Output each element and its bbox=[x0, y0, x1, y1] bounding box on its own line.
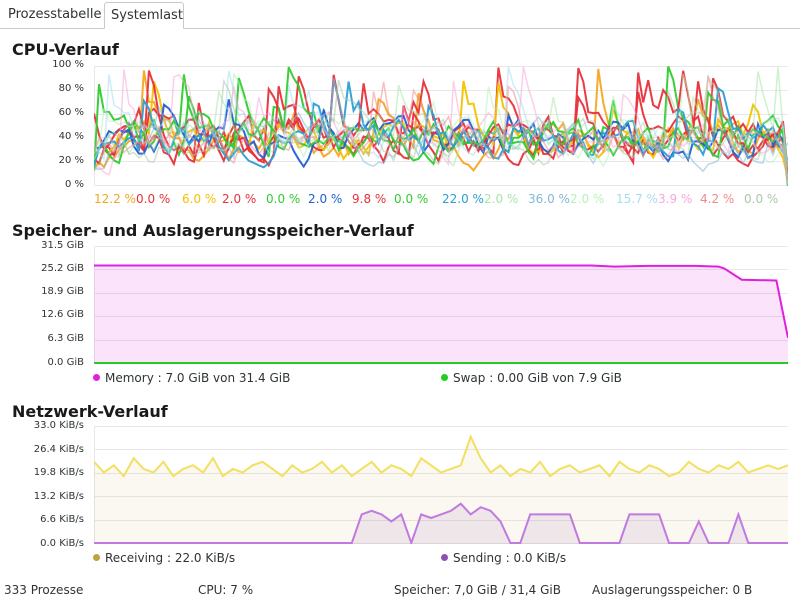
cpu-core-line-9 bbox=[94, 79, 788, 169]
memory-legend-dot bbox=[93, 374, 100, 381]
network-y-tick: 19.8 KiB/s bbox=[33, 467, 84, 478]
memory-history-chart bbox=[94, 246, 788, 364]
memory-y-tick: 12.6 GiB bbox=[41, 309, 84, 320]
receiving-legend-dot bbox=[93, 554, 100, 561]
memory-y-tick: 6.3 GiB bbox=[47, 333, 84, 344]
sending-area bbox=[94, 504, 788, 544]
cpu-core-value-14: 3.9 % bbox=[658, 192, 693, 206]
cpu-y-tick: 60 % bbox=[58, 107, 84, 118]
cpu-core-value-16: 0.0 % bbox=[744, 192, 779, 206]
receiving-area bbox=[94, 436, 788, 544]
cpu-core-value-9: 22.0 % bbox=[442, 192, 484, 206]
memory-area bbox=[94, 265, 788, 364]
tab-bar: Prozesstabelle Systemlast bbox=[0, 0, 800, 30]
cpu-y-tick: 20 % bbox=[58, 155, 84, 166]
cpu-core-line-10 bbox=[94, 66, 788, 184]
status-cpu: CPU: 7 % bbox=[198, 583, 254, 597]
memory-y-tick: 18.9 GiB bbox=[41, 286, 84, 297]
cpu-section-title: CPU-Verlauf bbox=[12, 40, 119, 59]
swap-legend: Swap : 0.00 GiB von 7.9 GiB bbox=[441, 371, 622, 385]
network-section-title: Netzwerk-Verlauf bbox=[12, 402, 168, 421]
cpu-core-value-3: 6.0 % bbox=[182, 192, 217, 206]
network-y-tick: 13.2 KiB/s bbox=[33, 491, 84, 502]
memory-line bbox=[94, 264, 788, 338]
cpu-y-tick: 0 % bbox=[64, 179, 84, 190]
status-memory: Speicher: 7,0 GiB / 31,4 GiB bbox=[394, 583, 561, 597]
sending-legend-label: Sending : 0.0 KiB/s bbox=[453, 551, 567, 565]
network-y-tick: 0.0 KiB/s bbox=[40, 538, 84, 549]
cpu-core-line-16 bbox=[94, 75, 788, 186]
cpu-core-line-6 bbox=[94, 99, 788, 184]
cpu-core-value-5: 0.0 % bbox=[266, 192, 301, 206]
receiving-legend: Receiving : 22.0 KiB/s bbox=[93, 551, 235, 565]
network-history-chart bbox=[94, 426, 788, 544]
cpu-core-value-8: 0.0 % bbox=[394, 192, 429, 206]
swap-legend-dot bbox=[441, 374, 448, 381]
memory-y-tick: 0.0 GiB bbox=[47, 357, 84, 368]
cpu-core-value-1: 12.2 % bbox=[94, 192, 136, 206]
swap-legend-label: Swap : 0.00 GiB von 7.9 GiB bbox=[453, 371, 622, 385]
tab-systemlast[interactable]: Systemlast bbox=[104, 2, 184, 29]
memory-legend: Memory : 7.0 GiB von 31.4 GiB bbox=[93, 371, 290, 385]
network-y-tick: 26.4 KiB/s bbox=[33, 444, 84, 455]
status-process-count: 333 Prozesse bbox=[4, 583, 84, 597]
memory-y-tick: 31.5 GiB bbox=[41, 240, 84, 251]
status-swap: Auslagerungsspeicher: 0 B bbox=[592, 583, 753, 597]
cpu-core-value-11: 36.0 % bbox=[528, 192, 570, 206]
cpu-core-value-2: 0.0 % bbox=[136, 192, 171, 206]
cpu-core-legend: 12.2 % 0.0 % 6.0 % 2.0 % 0.0 % 2.0 % 9.8 % 0.0 … bbox=[94, 192, 794, 208]
memory-legend-label: Memory : 7.0 GiB von 31.4 GiB bbox=[105, 371, 291, 385]
memory-section-title: Speicher- und Auslagerungsspeicher-Verla… bbox=[12, 221, 414, 240]
receiving-line bbox=[94, 434, 788, 478]
memory-y-tick: 25.2 GiB bbox=[41, 263, 84, 274]
cpu-core-value-10: 2.0 % bbox=[484, 192, 519, 206]
sending-legend: Sending : 0.0 KiB/s bbox=[441, 551, 566, 565]
cpu-core-value-6: 2.0 % bbox=[308, 192, 343, 206]
cpu-y-tick: 40 % bbox=[58, 131, 84, 142]
cpu-y-tick: 100 % bbox=[52, 59, 84, 70]
sending-legend-dot bbox=[441, 554, 448, 561]
cpu-core-value-4: 2.0 % bbox=[222, 192, 257, 206]
receiving-legend-label: Receiving : 22.0 KiB/s bbox=[105, 551, 236, 565]
tab-prozesstabelle[interactable]: Prozesstabelle bbox=[8, 7, 102, 22]
cpu-history-chart bbox=[94, 66, 788, 186]
cpu-core-value-7: 9.8 % bbox=[352, 192, 387, 206]
cpu-core-value-12: 2.0 % bbox=[570, 192, 605, 206]
network-y-tick: 33.0 KiB/s bbox=[33, 420, 84, 431]
sending-line bbox=[94, 502, 788, 544]
cpu-core-line-12 bbox=[94, 71, 788, 184]
cpu-core-value-15: 4.2 % bbox=[700, 192, 735, 206]
cpu-core-value-13: 15.7 % bbox=[616, 192, 658, 206]
network-y-tick: 6.6 KiB/s bbox=[40, 514, 84, 525]
cpu-y-tick: 80 % bbox=[58, 83, 84, 94]
cpu-core-line-15 bbox=[94, 75, 788, 182]
